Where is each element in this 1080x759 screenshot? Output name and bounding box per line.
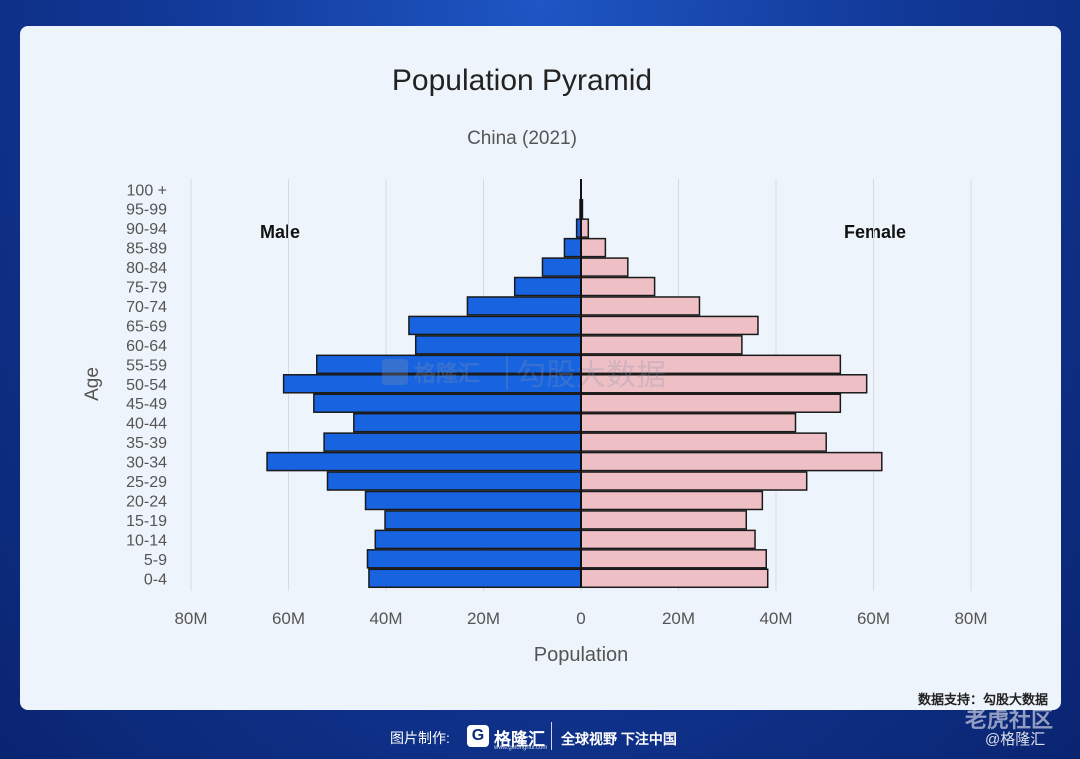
- x-tick-label: 80M: [954, 609, 987, 628]
- bar-male-25-29: [326, 471, 582, 491]
- bar-male-30-34: [266, 451, 582, 472]
- x-axis-label: Population: [534, 644, 629, 666]
- brand-logo-icon: G: [467, 725, 489, 747]
- bar-female-60-64: [580, 335, 743, 355]
- y-tick-label: 100 +: [127, 182, 167, 199]
- overlay-watermark: 老虎社区: [965, 707, 1054, 732]
- bar-male-85-89: [563, 237, 582, 258]
- y-tick-label: 45-49: [126, 396, 167, 413]
- y-tick-label: 15-19: [126, 513, 167, 530]
- x-tick-label: 40M: [759, 609, 792, 628]
- legend-female-label: Female: [844, 222, 906, 242]
- footer-brand: 格隆汇: [494, 730, 545, 749]
- watermark-divider: [506, 356, 508, 390]
- bar-male-40-44: [353, 412, 582, 433]
- watermark-logo-icon: [382, 359, 408, 385]
- y-tick-label: 20-24: [126, 493, 167, 510]
- bar-female-40-44: [580, 412, 797, 433]
- x-tick-label: 0: [576, 609, 585, 628]
- y-tick-label: 5-9: [144, 552, 167, 569]
- bar-female-30-34: [580, 451, 883, 472]
- bar-female-5-9: [580, 549, 767, 569]
- y-tick-label: 30-34: [126, 455, 167, 472]
- center-watermark: 格隆汇 勾股大数据: [382, 356, 666, 392]
- bar-female-75-79: [580, 276, 656, 297]
- bar-male-70-74: [466, 296, 582, 316]
- y-tick-label: 25-29: [126, 474, 167, 491]
- bar-male-80-84: [541, 257, 582, 277]
- y-tick-label: 55-59: [126, 357, 167, 374]
- chart-card: Population Pyramid China (2021) Populati…: [20, 26, 1061, 732]
- legend-male-label: Male: [260, 222, 300, 242]
- y-tick-label: 70-74: [126, 299, 167, 316]
- y-tick-label: 0-4: [144, 571, 167, 588]
- x-tick-label: 60M: [272, 609, 305, 628]
- y-tick-label: 90-94: [126, 221, 167, 238]
- y-tick-label: 95-99: [126, 202, 167, 219]
- y-tick-label: 85-89: [126, 241, 167, 258]
- data-source-note: 数据支持：勾股大数据: [918, 692, 1049, 707]
- footer-bar: 图片制作: G 格隆汇 www.gelonghui.com 全球视野 下注中国 …: [0, 712, 1080, 759]
- x-tick-label: 40M: [369, 609, 402, 628]
- bar-male-20-24: [364, 490, 582, 511]
- chart-subtitle: China (2021): [467, 128, 577, 149]
- bar-male-60-64: [414, 335, 582, 355]
- bar-female-65-69: [580, 315, 759, 336]
- y-tick-label: 50-54: [126, 377, 167, 394]
- population-pyramid-chart: Population Pyramid China (2021) Populati…: [82, 64, 988, 666]
- y-tick-label: 75-79: [126, 280, 167, 297]
- footer-divider: [551, 722, 552, 750]
- y-tick-label: 80-84: [126, 260, 167, 277]
- y-tick-label: 35-39: [126, 435, 167, 452]
- bars-group: [266, 198, 883, 589]
- x-tick-label: 20M: [662, 609, 695, 628]
- bar-female-15-19: [580, 510, 748, 530]
- watermark-brand: 格隆汇: [414, 361, 480, 386]
- bar-male-5-9: [366, 549, 582, 569]
- x-tick-label: 20M: [467, 609, 500, 628]
- bar-male-15-19: [384, 510, 582, 530]
- bar-female-45-49: [580, 393, 842, 413]
- bar-female-20-24: [580, 490, 764, 511]
- footer-brand-url: www.gelonghui.com: [494, 745, 548, 751]
- bar-male-0-4: [368, 568, 582, 589]
- y-axis-label: Age: [82, 367, 103, 401]
- bar-female-90-94: [580, 218, 590, 238]
- bar-female-0-4: [580, 568, 769, 589]
- bar-male-10-14: [374, 529, 582, 550]
- y-tick-label: 65-69: [126, 318, 167, 335]
- bar-female-25-29: [580, 471, 808, 491]
- footer-watermark: @格隆汇: [985, 731, 1046, 748]
- bar-female-85-89: [580, 237, 607, 258]
- bar-female-80-84: [580, 257, 629, 277]
- x-tick-label: 60M: [857, 609, 890, 628]
- y-tick-label: 40-44: [126, 416, 167, 433]
- bar-female-35-39: [580, 432, 827, 452]
- y-tick-label: 10-14: [126, 532, 167, 549]
- bar-male-35-39: [323, 432, 582, 452]
- tick-labels: 80M 60M 40M 20M 0 20M 40M 60M 80M 0-4 5-9 10-14 15-1…: [126, 182, 987, 628]
- bar-male-75-79: [513, 276, 582, 297]
- x-tick-label: 80M: [174, 609, 207, 628]
- bar-male-45-49: [313, 393, 582, 413]
- footer-slogan: 全球视野 下注中国: [561, 731, 677, 747]
- chart-title: Population Pyramid: [392, 64, 652, 97]
- bar-female-70-74: [580, 296, 701, 316]
- y-tick-label: 60-64: [126, 338, 167, 355]
- bar-female-10-14: [580, 529, 756, 550]
- bar-male-65-69: [408, 315, 582, 336]
- watermark-product: 勾股大数据: [516, 359, 666, 392]
- footer-credit: 图片制作:: [390, 730, 450, 746]
